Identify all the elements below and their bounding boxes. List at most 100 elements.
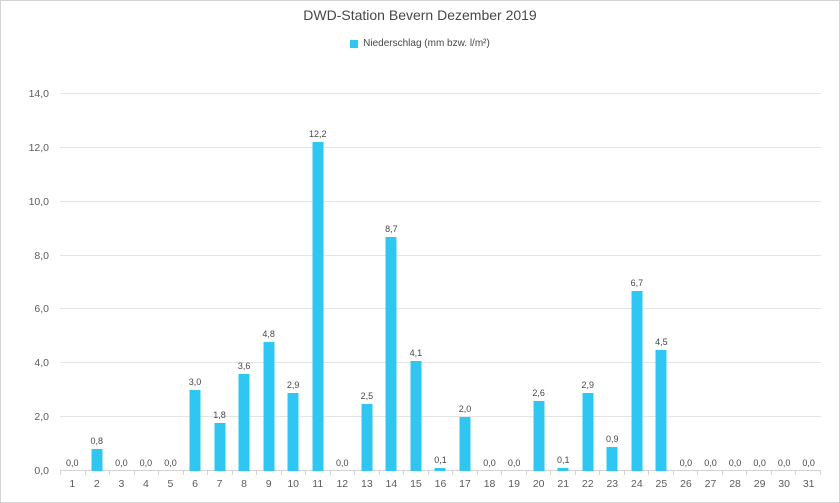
bar (189, 390, 201, 471)
x-tick-mark (527, 471, 552, 475)
bar-column: 2,9 (575, 94, 600, 471)
x-tick-mark (61, 471, 86, 475)
x-tick-mark (429, 471, 454, 475)
x-tick-label: 28 (729, 478, 741, 490)
bar-value-label: 0,1 (556, 455, 570, 466)
bar-value-label: 0,0 (679, 458, 693, 468)
bar (263, 341, 275, 471)
bar-column: 2,9 (281, 94, 306, 471)
x-tick-mark (404, 471, 429, 475)
y-tick-label: 12,0 (28, 141, 49, 154)
x-tick-label: 5 (167, 478, 174, 490)
x-tick-label: 26 (680, 478, 692, 490)
bar-column: 0,9 (600, 94, 625, 471)
bar-column: 4,8 (256, 94, 281, 471)
x-tick-mark (355, 471, 380, 475)
x-tick-mark (453, 471, 478, 475)
x-tick-label: 15 (410, 478, 422, 490)
bar-column: 1,8 (207, 94, 232, 471)
bar-value-label: 0,0 (66, 458, 79, 468)
bar-value-label: 4,8 (262, 328, 275, 339)
x-tick-mark (478, 471, 503, 475)
bar-column: 0,1 (428, 94, 453, 471)
bar-value-label: 2,0 (458, 404, 472, 415)
bar (631, 290, 643, 471)
bar-column: 8,7 (379, 94, 404, 471)
bar-value-label: 2,6 (532, 388, 545, 398)
bar (385, 236, 397, 471)
bar (606, 446, 618, 471)
bar-column: 0,0 (747, 94, 772, 471)
x-tick-label: 21 (557, 478, 570, 490)
x-tick-mark (796, 471, 821, 475)
bar (238, 374, 250, 471)
bar-column: 0,0 (330, 94, 355, 471)
x-tick-mark (208, 471, 233, 475)
bar-column: 0,0 (477, 94, 502, 471)
bar (312, 142, 324, 471)
x-tick-mark (184, 471, 209, 475)
bar (459, 417, 471, 471)
x-tick-label: 19 (508, 478, 520, 490)
bar-column: 0,0 (772, 94, 797, 471)
bar-value-label: 0,0 (336, 458, 349, 468)
bar-value-label: 0,0 (728, 458, 742, 468)
bar-column: 4,5 (649, 94, 674, 471)
x-tick-label: 2 (93, 478, 100, 490)
bar-column: 0,0 (698, 94, 723, 471)
y-axis: 0,0 2,0 4,0 6,0 8,0 10,0 12,0 14,0 (1, 88, 49, 477)
x-tick-label: 8 (241, 478, 248, 490)
x-tick-mark (551, 471, 576, 475)
plot-area: 0,0 0,8 0,0 0,0 0,0 3,0 1,8 3,6 4,8 2,9 12,2 0,0 2,5… (60, 93, 821, 471)
bar-value-label: 0,0 (164, 458, 177, 468)
bar-column: 0,0 (723, 94, 748, 471)
bar-value-label: 0,0 (753, 458, 766, 468)
y-tick-label: 14,0 (28, 88, 49, 100)
x-tick-mark (674, 471, 699, 475)
x-tick-mark (257, 471, 282, 475)
x-tick-label: 3 (118, 478, 125, 490)
x-tick-mark (625, 471, 650, 475)
bar (655, 349, 667, 471)
gridline (60, 93, 821, 94)
bar-column: 0,0 (60, 94, 85, 471)
x-tick-mark (649, 471, 674, 475)
x-tick-mark (576, 471, 601, 475)
x-tick-mark (110, 471, 135, 475)
bar-column: 0,0 (502, 94, 527, 471)
x-tick-mark (747, 471, 772, 475)
chart-title: DWD-Station Bevern Dezember 2019 (303, 7, 537, 23)
bar-value-label: 3,0 (188, 377, 202, 388)
bar-value-label: 0,9 (606, 433, 619, 444)
bar-value-label: 6,7 (630, 277, 644, 288)
y-tick-label: 2,0 (34, 411, 49, 424)
x-tick-mark (135, 471, 160, 475)
x-tick-mark (331, 471, 356, 475)
x-tick-mark (306, 471, 331, 475)
x-tick-mark (772, 471, 797, 475)
x-tick-mark (282, 471, 307, 475)
bar-value-label: 0,8 (90, 436, 104, 447)
bar-value-label: 4,5 (655, 336, 668, 347)
legend: Niederschlag (mm bzw. l/m²) (1, 38, 839, 49)
bar-value-label: 0,0 (483, 458, 496, 468)
bar (410, 360, 422, 471)
bar-value-label: 12,2 (308, 129, 327, 140)
bar-column: 0,0 (134, 94, 159, 471)
x-tick-label: 18 (483, 478, 496, 490)
x-axis-ticks (60, 471, 821, 475)
bar-column: 0,0 (158, 94, 183, 471)
y-tick-label: 10,0 (28, 195, 49, 208)
gridline (60, 200, 821, 202)
bar-value-label: 4,1 (409, 347, 423, 358)
bar (557, 468, 569, 471)
gridline (60, 308, 821, 310)
x-tick-mark (233, 471, 258, 475)
bar-value-label: 8,7 (385, 223, 398, 234)
bar-series: 0,0 0,8 0,0 0,0 0,0 3,0 1,8 3,6 4,8 2,9 12,2 0,0 2,5… (60, 94, 821, 471)
bar (214, 422, 226, 471)
bar-column: 0,8 (85, 94, 110, 471)
bar-column: 2,0 (453, 94, 478, 471)
x-tick-label: 9 (265, 478, 272, 490)
